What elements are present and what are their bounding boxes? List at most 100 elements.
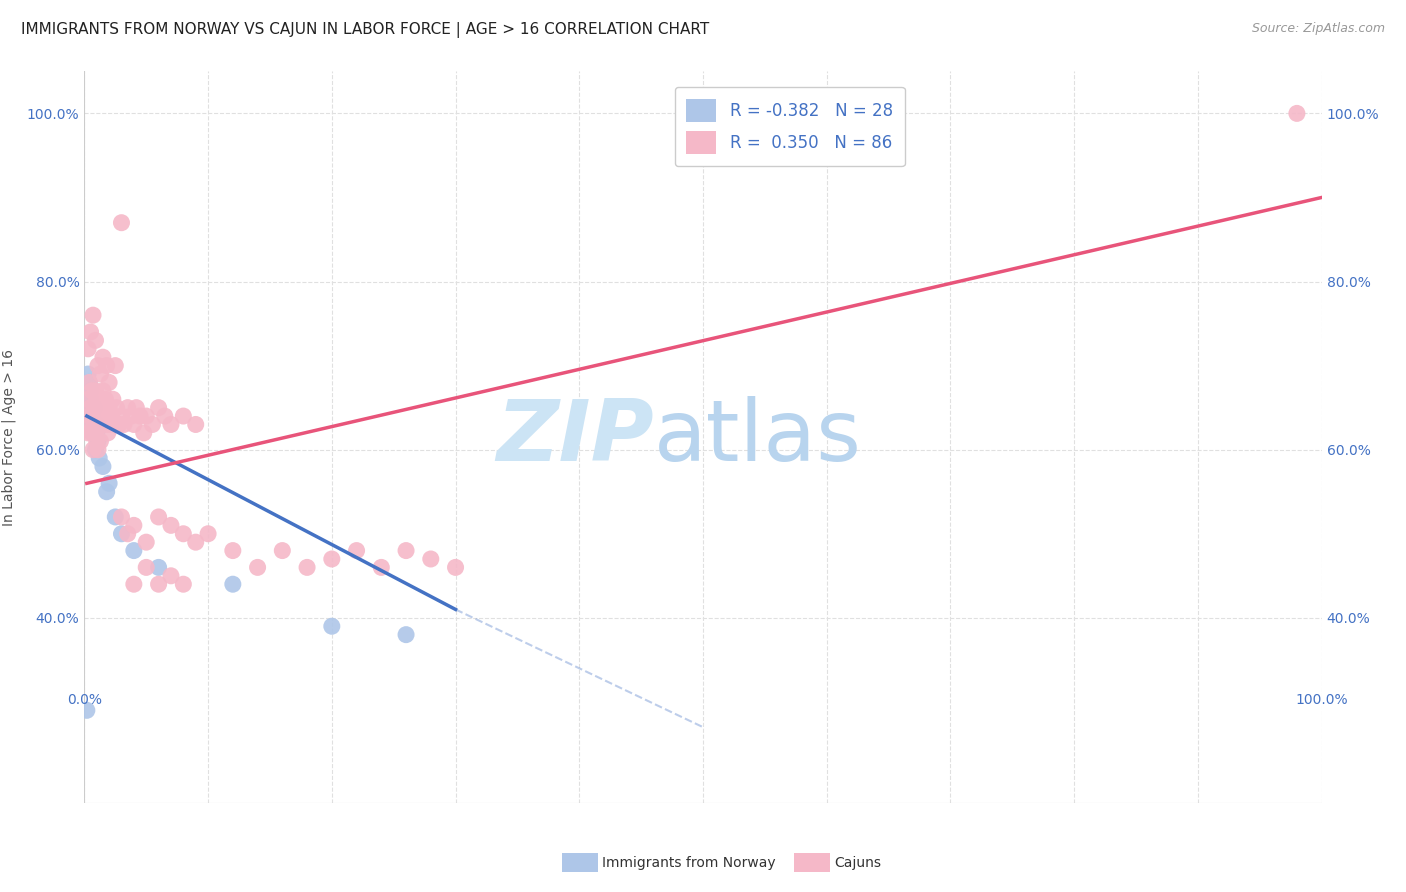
Point	[80, 409, 103, 423]
Point	[117, 526, 139, 541]
Point	[135, 535, 157, 549]
Point	[129, 409, 152, 423]
Point	[101, 392, 124, 407]
Point	[83, 417, 105, 432]
Point	[80, 384, 103, 398]
Point	[197, 526, 219, 541]
Point	[98, 476, 121, 491]
Point	[395, 627, 418, 641]
Point	[82, 442, 104, 457]
Point	[97, 425, 120, 440]
Point	[122, 543, 145, 558]
Point	[96, 484, 118, 499]
Point	[246, 560, 269, 574]
Point	[96, 359, 118, 373]
Text: 100.0%: 100.0%	[1295, 693, 1348, 707]
Point	[83, 401, 105, 415]
Point	[153, 409, 176, 423]
Point	[160, 569, 183, 583]
Point	[346, 543, 368, 558]
Point	[89, 451, 111, 466]
Point	[172, 577, 194, 591]
Point	[87, 409, 110, 423]
Point	[1285, 106, 1308, 120]
Text: atlas: atlas	[654, 395, 862, 479]
Point	[444, 560, 467, 574]
Point	[104, 417, 127, 432]
Point	[87, 442, 110, 457]
Point	[84, 442, 107, 457]
Point	[79, 376, 101, 390]
Point	[117, 401, 139, 415]
Point	[91, 401, 114, 415]
Y-axis label: In Labor Force | Age > 16: In Labor Force | Age > 16	[1, 349, 15, 525]
Point	[184, 535, 207, 549]
Point	[148, 401, 170, 415]
Point	[79, 401, 101, 415]
Point	[82, 425, 104, 440]
Point	[91, 384, 114, 398]
Point	[148, 510, 170, 524]
Point	[98, 401, 121, 415]
Text: IMMIGRANTS FROM NORWAY VS CAJUN IN LABOR FORCE | AGE > 16 CORRELATION CHART: IMMIGRANTS FROM NORWAY VS CAJUN IN LABOR…	[21, 22, 710, 38]
Point	[122, 417, 145, 432]
Point	[86, 417, 108, 432]
Point	[79, 417, 101, 432]
Point	[86, 425, 108, 440]
Point	[84, 384, 107, 398]
Point	[112, 417, 135, 432]
Point	[77, 425, 100, 440]
Point	[122, 518, 145, 533]
Point	[148, 560, 170, 574]
Point	[90, 409, 112, 423]
Point	[86, 434, 108, 449]
Point	[77, 392, 100, 407]
Point	[110, 526, 132, 541]
Text: 0.0%: 0.0%	[67, 693, 101, 707]
Point	[79, 376, 101, 390]
Point	[110, 216, 132, 230]
Point	[141, 417, 163, 432]
Point	[160, 518, 183, 533]
Point	[82, 409, 104, 423]
Point	[96, 409, 118, 423]
Point	[80, 417, 103, 432]
Point	[295, 560, 318, 574]
Point	[98, 376, 121, 390]
Text: ZIP: ZIP	[496, 395, 654, 479]
Point	[91, 459, 114, 474]
Point	[110, 510, 132, 524]
Point	[93, 417, 115, 432]
Point	[370, 560, 392, 574]
Point	[135, 560, 157, 574]
Point	[84, 334, 107, 348]
Point	[125, 401, 148, 415]
Text: Source: ZipAtlas.com: Source: ZipAtlas.com	[1251, 22, 1385, 36]
Point	[100, 409, 122, 423]
Legend: R = -0.382   N = 28, R =  0.350   N = 86: R = -0.382 N = 28, R = 0.350 N = 86	[675, 87, 904, 166]
Point	[104, 510, 127, 524]
Point	[84, 425, 107, 440]
Point	[79, 401, 101, 415]
Point	[184, 417, 207, 432]
Point	[321, 619, 343, 633]
Point	[87, 359, 110, 373]
Point	[110, 409, 132, 423]
Point	[89, 417, 111, 432]
Point	[76, 703, 98, 717]
Point	[105, 401, 128, 415]
Point	[79, 409, 101, 423]
Point	[395, 543, 418, 558]
Point	[79, 384, 101, 398]
Point	[91, 350, 114, 364]
Point	[419, 552, 441, 566]
Point	[83, 417, 105, 432]
Point	[89, 401, 111, 415]
Point	[108, 417, 131, 432]
Text: Cajuns: Cajuns	[834, 855, 880, 870]
Point	[77, 384, 100, 398]
Point	[172, 409, 194, 423]
Point	[104, 359, 127, 373]
Point	[132, 425, 155, 440]
Text: Immigrants from Norway: Immigrants from Norway	[602, 855, 775, 870]
